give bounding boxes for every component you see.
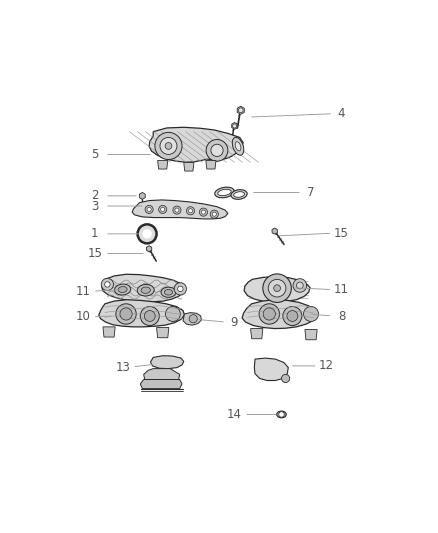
Circle shape — [147, 207, 151, 212]
Polygon shape — [272, 228, 278, 234]
Polygon shape — [146, 246, 152, 252]
Circle shape — [233, 124, 237, 128]
Circle shape — [140, 306, 159, 326]
Circle shape — [279, 411, 284, 417]
Polygon shape — [183, 313, 201, 325]
Ellipse shape — [114, 284, 131, 295]
Circle shape — [101, 278, 113, 290]
Text: 15: 15 — [87, 247, 102, 260]
Circle shape — [282, 374, 290, 383]
Circle shape — [159, 205, 167, 214]
Polygon shape — [102, 274, 184, 302]
Circle shape — [145, 205, 153, 214]
Ellipse shape — [215, 187, 234, 198]
Polygon shape — [232, 123, 237, 130]
Circle shape — [138, 224, 157, 244]
Polygon shape — [140, 379, 182, 389]
Polygon shape — [132, 200, 228, 219]
Polygon shape — [144, 369, 180, 385]
Ellipse shape — [118, 287, 127, 293]
Ellipse shape — [277, 411, 286, 418]
Text: 3: 3 — [91, 199, 99, 213]
Circle shape — [188, 209, 193, 213]
Circle shape — [160, 138, 177, 155]
Circle shape — [175, 208, 179, 212]
Polygon shape — [184, 163, 194, 171]
Polygon shape — [156, 328, 169, 338]
Circle shape — [297, 282, 303, 289]
Circle shape — [201, 210, 205, 214]
Polygon shape — [242, 300, 317, 328]
Circle shape — [189, 314, 197, 323]
Circle shape — [287, 311, 298, 321]
Polygon shape — [158, 160, 168, 169]
Circle shape — [211, 144, 223, 157]
Circle shape — [274, 285, 280, 292]
Text: 11: 11 — [75, 285, 90, 298]
Circle shape — [263, 274, 291, 302]
Ellipse shape — [234, 192, 244, 197]
Ellipse shape — [164, 289, 173, 295]
Circle shape — [155, 132, 182, 159]
Circle shape — [199, 208, 208, 216]
Circle shape — [166, 306, 180, 321]
Polygon shape — [251, 328, 263, 339]
Text: 8: 8 — [338, 310, 345, 322]
Text: 2: 2 — [91, 189, 99, 203]
Circle shape — [105, 282, 110, 287]
Circle shape — [178, 286, 183, 292]
Circle shape — [293, 279, 307, 292]
Circle shape — [210, 210, 219, 218]
Circle shape — [120, 308, 132, 320]
Text: 7: 7 — [307, 186, 315, 199]
Circle shape — [173, 206, 181, 214]
Text: 11: 11 — [334, 283, 349, 296]
Ellipse shape — [235, 142, 241, 151]
Circle shape — [145, 311, 155, 321]
Text: 14: 14 — [227, 408, 242, 421]
Circle shape — [263, 308, 276, 320]
Polygon shape — [206, 160, 216, 169]
Circle shape — [268, 279, 286, 297]
Circle shape — [161, 207, 165, 212]
Ellipse shape — [218, 189, 231, 196]
Circle shape — [206, 140, 228, 161]
Polygon shape — [149, 127, 243, 162]
Polygon shape — [99, 300, 184, 327]
Circle shape — [116, 304, 136, 324]
Ellipse shape — [161, 287, 176, 297]
Text: 13: 13 — [115, 361, 130, 374]
Polygon shape — [254, 358, 288, 381]
Ellipse shape — [141, 287, 150, 293]
Circle shape — [187, 207, 194, 215]
Circle shape — [283, 306, 302, 326]
Circle shape — [304, 306, 318, 321]
Circle shape — [142, 229, 152, 239]
Text: 9: 9 — [230, 316, 238, 329]
Polygon shape — [103, 327, 115, 337]
Circle shape — [212, 212, 216, 216]
Circle shape — [165, 142, 172, 149]
Polygon shape — [244, 277, 310, 302]
Polygon shape — [151, 356, 184, 369]
Text: 1: 1 — [91, 228, 99, 240]
Ellipse shape — [232, 138, 244, 155]
Circle shape — [259, 304, 279, 324]
Polygon shape — [305, 329, 317, 340]
Circle shape — [174, 282, 187, 295]
Ellipse shape — [137, 285, 154, 296]
Polygon shape — [139, 192, 145, 199]
Text: 10: 10 — [75, 310, 90, 323]
Circle shape — [238, 108, 243, 112]
Ellipse shape — [231, 190, 247, 199]
Text: 12: 12 — [319, 359, 334, 373]
Text: 5: 5 — [91, 148, 99, 161]
Polygon shape — [237, 106, 244, 115]
Text: 4: 4 — [338, 107, 345, 119]
Text: 15: 15 — [334, 227, 349, 240]
